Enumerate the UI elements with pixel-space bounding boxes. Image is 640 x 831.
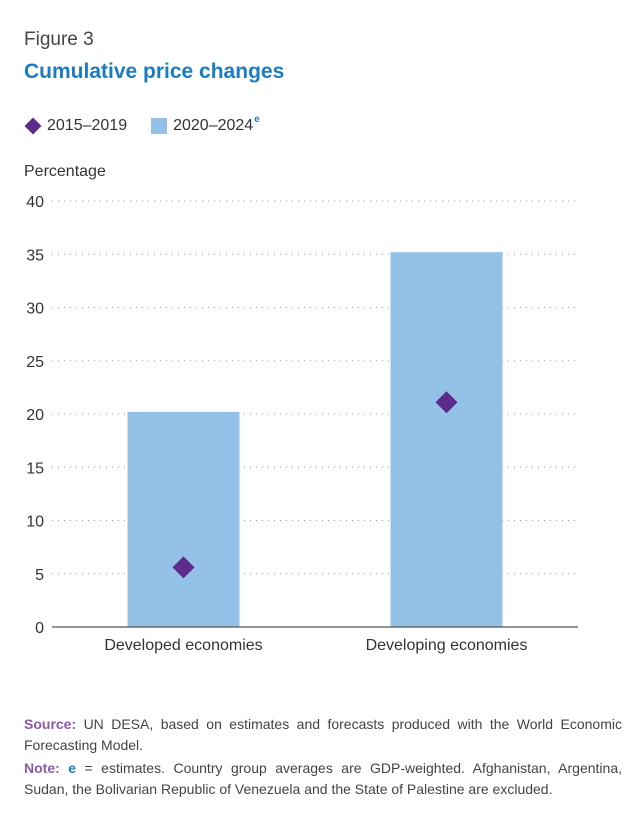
- legend-item-2020-2024: 2020–2024 e: [151, 113, 260, 135]
- source-note: Source: UN DESA, based on estimates and …: [24, 714, 622, 756]
- note-label: Note:: [24, 760, 60, 776]
- bar: [390, 252, 503, 627]
- diamond-icon: [24, 117, 42, 135]
- x-category-label: Developing economies: [366, 637, 528, 654]
- legend-label-2015-2019: 2015–2019: [47, 117, 128, 134]
- bar-chart: 0 5 10 15 20 25 30 35 40 Developed economies Devel…: [26, 194, 578, 654]
- note-e: e: [68, 760, 77, 776]
- chart-title: Cumulative price changes: [24, 60, 285, 83]
- y-axis-label: Percentage: [24, 163, 106, 180]
- legend-superscript: e: [254, 113, 260, 125]
- source-label: Source:: [24, 716, 77, 732]
- y-tick-label: 25: [26, 354, 44, 371]
- y-tick-label: 30: [26, 301, 44, 318]
- y-tick-label: 40: [26, 194, 44, 211]
- square-icon: [151, 118, 168, 134]
- figure-label: Figure 3: [24, 29, 94, 50]
- legend: 2015–2019 2020–2024 e: [24, 113, 284, 135]
- y-tick-label: 5: [35, 567, 44, 584]
- note-text: = estimates. Country group averages are …: [24, 760, 622, 797]
- source-text: UN DESA, based on estimates and forecast…: [24, 716, 622, 753]
- note: Note: e = estimates. Country group avera…: [24, 758, 622, 800]
- legend-item-2015-2019: 2015–2019: [24, 117, 127, 135]
- diamond-marker: [172, 556, 195, 579]
- y-tick-label: 0: [35, 620, 44, 637]
- y-tick-label: 10: [26, 514, 44, 531]
- x-category-label: Developed economies: [104, 637, 262, 654]
- y-tick-label: 35: [26, 247, 44, 264]
- y-tick-label: 15: [26, 460, 44, 477]
- y-tick-label: 20: [26, 407, 44, 424]
- legend-label-2020-2024: 2020–2024: [173, 117, 254, 134]
- bar: [127, 411, 240, 627]
- diamond-marker: [435, 391, 458, 414]
